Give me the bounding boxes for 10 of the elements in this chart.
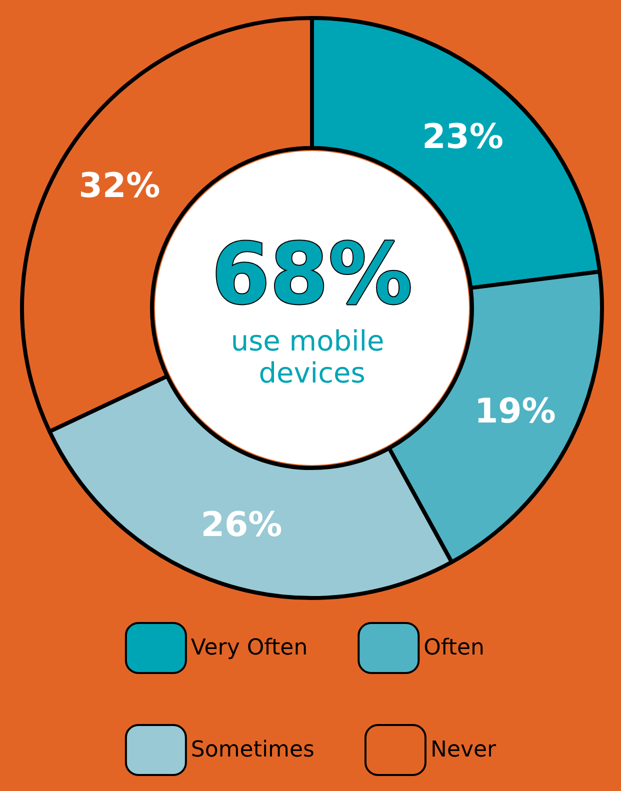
data-label: 23% [422, 116, 504, 157]
legend-label: Very Often [190, 636, 308, 660]
data-label: 26% [200, 504, 282, 545]
text: use mobile devices [230, 324, 394, 390]
data-label: 32% [78, 166, 160, 206]
legend-label: Sometimes [190, 738, 314, 762]
data-label: 19% [474, 392, 556, 432]
legend-label: Never [430, 738, 498, 762]
legend-label: Often [424, 636, 484, 660]
text: 68% [211, 225, 413, 323]
